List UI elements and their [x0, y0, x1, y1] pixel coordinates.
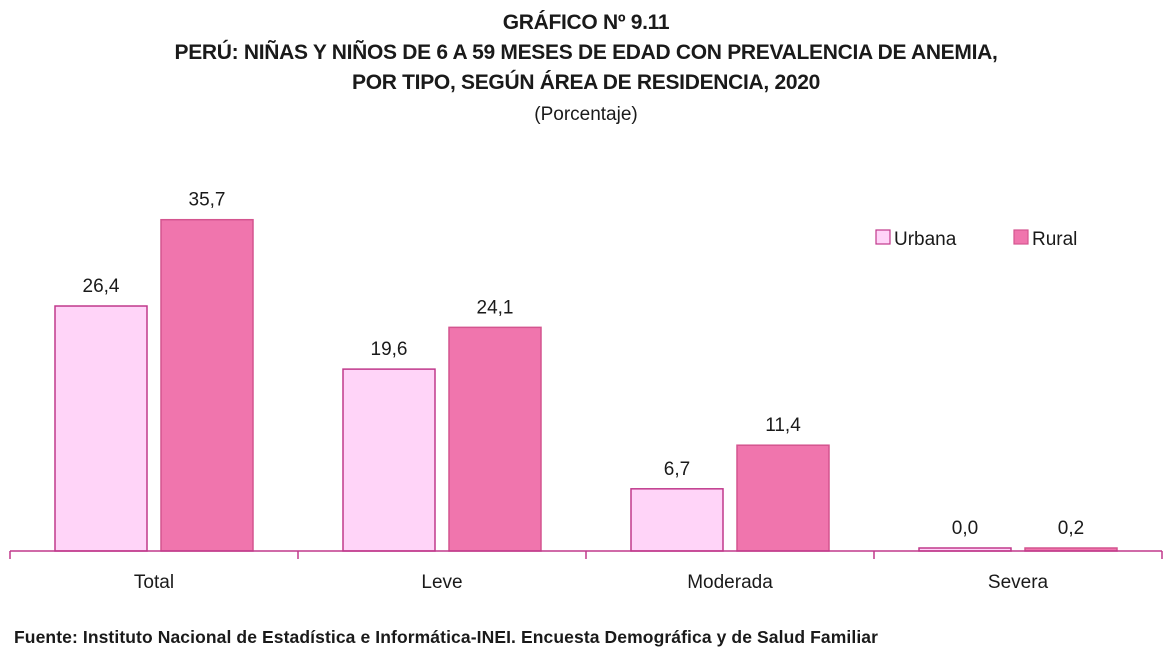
figure-number: GRÁFICO Nº 9.11 — [502, 11, 670, 34]
x-tick-label-severa: Severa — [988, 572, 1049, 593]
x-tick-label-leve: Leve — [421, 572, 462, 593]
data-label-urbana-moderada: 6,7 — [664, 459, 690, 480]
data-label-rural-leve: 24,1 — [477, 297, 514, 318]
bars-group: 26,4 35,7 19,6 24,1 6,7 11,4 0,0 0,2 — [54, 190, 1118, 552]
data-label-urbana-leve: 19,6 — [371, 339, 408, 360]
x-tick-label-total: Total — [134, 572, 174, 593]
legend-swatch-urbana — [875, 229, 891, 245]
x-tick-label-moderada: Moderada — [687, 572, 773, 593]
chart-title-line-2: POR TIPO, SEGÚN ÁREA DE RESIDENCIA, 2020 — [352, 71, 820, 94]
title-block: GRÁFICO Nº 9.11 PERÚ: NIÑAS Y NIÑOS DE 6… — [0, 8, 1172, 130]
bar-rural-leve — [448, 326, 542, 552]
bar-urbana-total — [54, 305, 148, 552]
bar-rural-moderada — [736, 444, 830, 552]
data-label-rural-moderada: 11,4 — [765, 415, 801, 436]
data-label-urbana-total: 26,4 — [83, 276, 120, 297]
bar-rural-total — [160, 218, 254, 552]
legend-swatch-rural — [1013, 229, 1029, 245]
data-label-rural-severa: 0,2 — [1058, 518, 1084, 539]
data-label-rural-total: 35,7 — [189, 190, 226, 211]
data-label-urbana-severa: 0,0 — [952, 518, 978, 539]
legend: Urbana Rural — [875, 229, 1077, 250]
x-axis: Total Leve Moderada Severa — [9, 550, 1163, 593]
source-note: Fuente: Instituto Nacional de Estadístic… — [14, 627, 879, 647]
legend-label-urbana: Urbana — [894, 229, 957, 250]
bar-urbana-moderada — [630, 488, 724, 552]
chart-title-line-1: PERÚ: NIÑAS Y NIÑOS DE 6 A 59 MESES DE E… — [174, 41, 998, 64]
legend-label-rural: Rural — [1032, 229, 1077, 250]
bar-urbana-leve — [342, 368, 436, 552]
chart-subtitle: (Porcentaje) — [534, 104, 638, 125]
